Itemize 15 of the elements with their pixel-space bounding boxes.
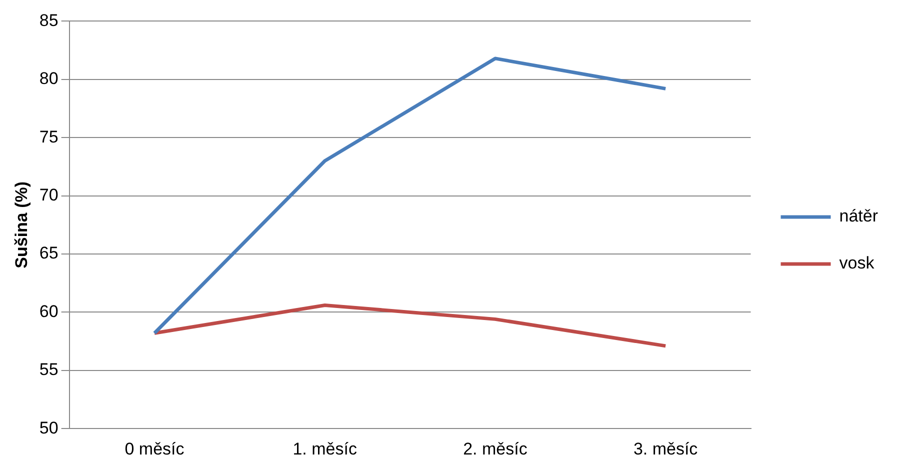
y-tick-label: 75 <box>39 127 58 146</box>
y-axis-title: Sušina (%) <box>12 181 31 268</box>
legend-label: vosk <box>839 254 875 273</box>
y-tick-label: 85 <box>39 10 58 30</box>
x-tick-label: 2. měsíc <box>463 439 528 458</box>
x-tick-label: 1. měsíc <box>292 439 358 458</box>
y-tick-label: 55 <box>39 360 58 380</box>
y-tick-label: 60 <box>39 302 58 321</box>
y-tick-label: 50 <box>39 418 58 438</box>
x-tick-label: 3. měsíc <box>633 439 698 458</box>
y-tick-label: 65 <box>39 244 58 263</box>
y-tick-label: 70 <box>39 185 58 204</box>
y-tick-label: 80 <box>39 69 58 88</box>
legend-label: nátěr <box>839 206 878 226</box>
x-tick-label: 0 měsíc <box>124 439 185 458</box>
